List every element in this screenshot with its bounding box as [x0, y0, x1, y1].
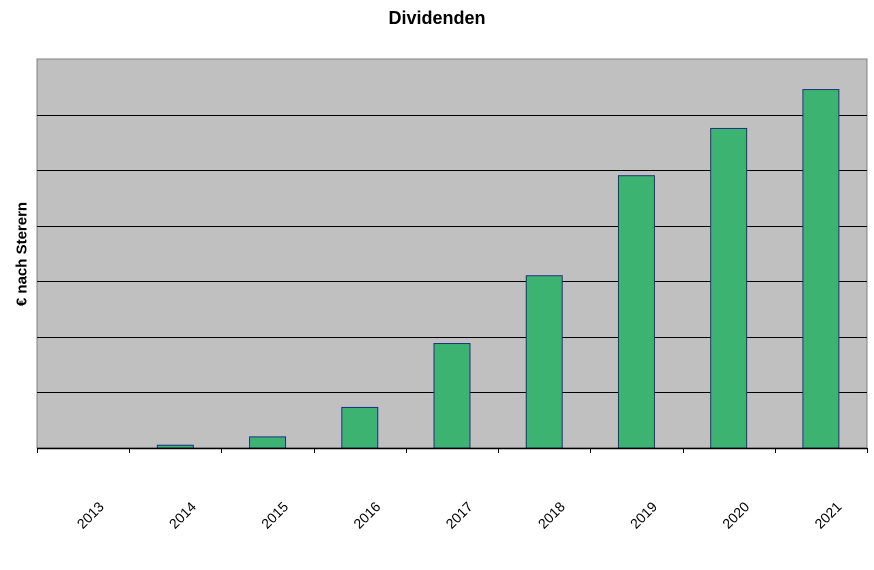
x-axis: [37, 447, 868, 453]
bar-2018: [525, 275, 563, 449]
chart-title: Dividenden: [388, 8, 486, 28]
bar-2016: [341, 406, 379, 449]
x-tick-label-2014: 2014: [166, 498, 199, 531]
bar-2015: [249, 436, 287, 449]
bars: [156, 89, 840, 449]
x-tick-label-2018: 2018: [535, 498, 568, 531]
x-tick-labels: 2013 2014 2015 2016 2017 2018 2019 2020 2021: [74, 498, 845, 531]
x-tick-label-2019: 2019: [627, 498, 660, 531]
bar-2014: [156, 444, 194, 449]
x-tick-label-2015: 2015: [258, 498, 291, 531]
bar-2019: [617, 175, 655, 449]
bar-2021: [802, 89, 840, 449]
x-tick-label-2020: 2020: [719, 498, 752, 531]
x-tick-label-2017: 2017: [442, 498, 475, 531]
x-tick-label-2016: 2016: [350, 498, 383, 531]
x-tick-label-2013: 2013: [74, 498, 107, 531]
bar-2020: [710, 127, 748, 449]
x-tick-label-2021: 2021: [811, 498, 844, 531]
bar-2017: [433, 343, 471, 449]
